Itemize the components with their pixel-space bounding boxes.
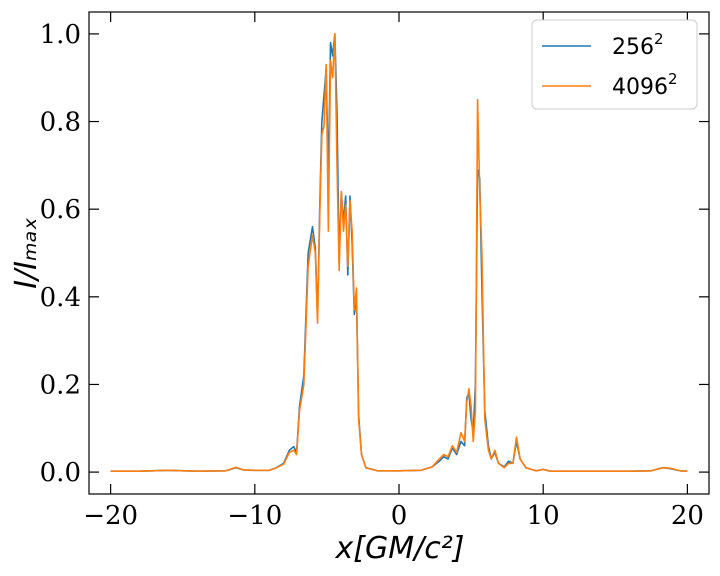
y-tick-label: 0.0	[40, 458, 81, 488]
y-tick-label: 0.6	[40, 195, 81, 225]
y-tick-label: 0.4	[40, 283, 81, 313]
x-tick-label: −10	[227, 501, 282, 531]
legend: 2562 40962	[531, 19, 698, 110]
x-tick-label: 0	[391, 501, 408, 531]
x-tick-label: −20	[83, 501, 138, 531]
plot-frame	[88, 11, 710, 495]
series-layer	[110, 33, 688, 473]
legend-label-256: 2562	[612, 30, 664, 60]
y-axis-title: I/Iₘₐₓ	[9, 217, 44, 289]
y-tick-label: 0.2	[40, 370, 81, 400]
x-axis-title: x[GM/c²]	[335, 531, 465, 566]
y-tick-label: 1.0	[40, 20, 81, 50]
legend-label-4096: 40962	[612, 70, 678, 100]
ticks-layer: −20 −10 0 10 20 0.0 0.2 0.4 0.6 0.8 1.0	[40, 12, 709, 531]
y-tick-label: 0.8	[40, 108, 81, 138]
series-line-4096	[110, 33, 688, 473]
x-tick-label: 20	[671, 501, 704, 531]
x-tick-label: 10	[527, 501, 560, 531]
